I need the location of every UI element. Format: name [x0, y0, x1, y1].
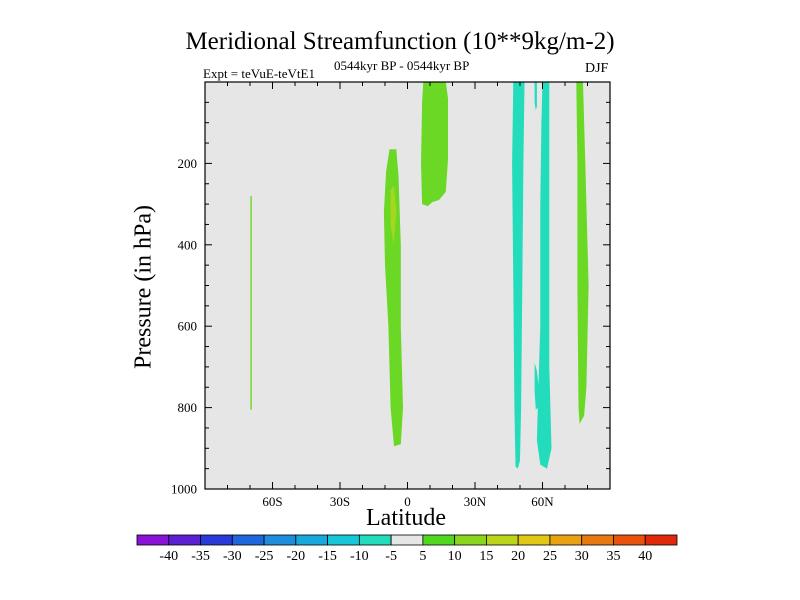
x-tick-label: 30N — [464, 494, 487, 509]
colorbar-swatch — [549, 534, 583, 546]
colorbar-swatch — [613, 534, 646, 546]
axis-ticks: 60S 30S 0 30N 60N 200 400 600 800 1000 — [171, 82, 610, 509]
colorbar-swatch — [486, 534, 519, 546]
colorbar-swatch — [644, 534, 678, 546]
colorbar-label: 10 — [448, 549, 462, 564]
contour-region-3 — [390, 185, 397, 245]
colorbar-label: -25 — [255, 549, 274, 564]
colorbar-label: 30 — [575, 549, 589, 564]
colorbar: -40 -35 -30 -25 -20 -15 -10 -5 5 10 15 20 25 30 35 40 — [136, 534, 678, 564]
colorbar-swatch — [327, 534, 360, 546]
x-tick-label: 60S — [262, 494, 282, 509]
period-label: 0544kyr BP - 0544kyr BP — [334, 58, 470, 73]
colorbar-label: 40 — [638, 549, 652, 564]
colorbar-swatch — [454, 534, 487, 546]
colorbar-label: -20 — [286, 549, 305, 564]
y-tick-label: 200 — [178, 156, 198, 171]
experiment-label: Expt = teVuE-teVtE1 — [203, 66, 315, 81]
colorbar-label: -40 — [159, 549, 178, 564]
contour-region-1 — [250, 196, 252, 410]
colorbar-swatch — [168, 534, 201, 546]
y-tick-label: 400 — [178, 237, 198, 252]
colorbar-label: -10 — [350, 549, 369, 564]
contour-region-5 — [512, 82, 525, 469]
colorbar-label: -15 — [318, 549, 337, 564]
contour-region-6 — [536, 82, 552, 469]
x-tick-label: 30S — [330, 494, 350, 509]
colorbar-swatch — [390, 534, 424, 546]
contour-region-8 — [534, 362, 540, 410]
colorbar-swatch — [263, 534, 297, 546]
season-label: DJF — [585, 61, 609, 76]
colorbar-label: -5 — [385, 549, 397, 564]
y-tick-label: 600 — [178, 319, 198, 334]
colorbar-swatch — [295, 534, 328, 546]
colorbar-label: -30 — [223, 549, 242, 564]
contour-region-4 — [421, 82, 448, 207]
contour-region-2 — [383, 149, 403, 447]
colorbar-swatch — [231, 534, 265, 546]
x-axis-title: Latitude — [366, 505, 446, 531]
colorbar-label: 35 — [606, 549, 620, 564]
colorbar-swatch — [358, 534, 392, 546]
colorbar-label: -35 — [191, 549, 210, 564]
colorbar-label: 15 — [479, 549, 493, 564]
contour-regions — [250, 82, 589, 469]
colorbar-swatch — [422, 534, 456, 546]
colorbar-swatch — [136, 534, 170, 546]
x-tick-label: 0 — [404, 494, 411, 509]
contour-region-7 — [534, 82, 537, 111]
colorbar-swatch — [581, 534, 614, 546]
chart-title: Meridional Streamfunction (10**9kg/m-2) — [185, 28, 615, 55]
colorbar-swatch — [200, 534, 233, 546]
colorbar-label: 25 — [543, 549, 557, 564]
y-tick-label: 800 — [178, 400, 198, 415]
y-tick-label: 1000 — [171, 482, 197, 497]
colorbar-label: 5 — [419, 549, 426, 564]
x-tick-label: 60N — [531, 494, 554, 509]
colorbar-swatch — [517, 534, 551, 546]
colorbar-label: 20 — [511, 549, 525, 564]
contour-region-9 — [576, 82, 589, 424]
